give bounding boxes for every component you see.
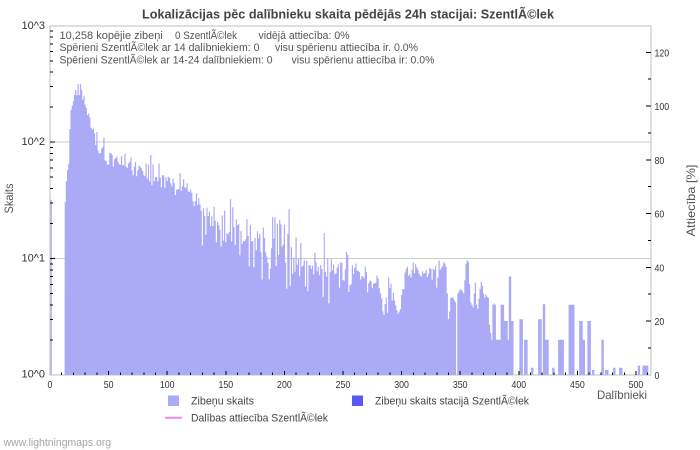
svg-text:100: 100	[655, 101, 670, 113]
svg-text:200: 200	[277, 379, 292, 391]
svg-text:40: 40	[655, 262, 665, 274]
svg-text:100: 100	[160, 379, 175, 391]
svg-text:10^1: 10^1	[21, 252, 45, 264]
svg-text:80: 80	[655, 155, 665, 167]
svg-text:10,258 kopējie zibeņi: 10,258 kopējie zibeņi	[60, 30, 163, 42]
svg-text:Attiecība [%]: Attiecība [%]	[684, 165, 698, 237]
svg-text:Lokalizācijas pēc dalībnieku s: Lokalizācijas pēc dalībnieku skaita pēdē…	[142, 7, 555, 22]
svg-text:vidējā attiecība: 0%: vidējā attiecība: 0%	[259, 30, 350, 42]
svg-text:450: 450	[570, 379, 585, 391]
svg-text:visu spērienu attiecība ir. 0.: visu spērienu attiecība ir. 0.0%	[275, 42, 418, 54]
svg-text:visu spērienu attiecība ir: 0.: visu spērienu attiecība ir: 0.0%	[292, 54, 435, 66]
svg-text:120: 120	[655, 47, 670, 59]
svg-text:60: 60	[655, 209, 665, 221]
svg-text:Dalības attiecība SzentlÃ©lek: Dalības attiecība SzentlÃ©lek	[191, 412, 328, 425]
svg-text:Skaits: Skaits	[2, 184, 16, 214]
svg-text:10^2: 10^2	[21, 136, 45, 148]
svg-text:0 SzentlÃ©lek: 0 SzentlÃ©lek	[175, 29, 237, 42]
svg-text:Dalībnieki: Dalībnieki	[597, 388, 647, 402]
svg-text:400: 400	[511, 379, 526, 391]
svg-text:0: 0	[48, 379, 53, 391]
svg-text:Zibeņu skaits stacijā SzentlÃ©: Zibeņu skaits stacijā SzentlÃ©lek	[375, 395, 529, 408]
svg-text:50: 50	[104, 379, 114, 391]
svg-text:Zibeņu skaits: Zibeņu skaits	[191, 396, 254, 408]
svg-text:10^3: 10^3	[21, 20, 45, 32]
svg-text:150: 150	[218, 379, 233, 391]
svg-text:20: 20	[655, 316, 665, 328]
svg-text:10^0: 10^0	[21, 369, 45, 381]
svg-text:Spērieni SzentlÃ©lek ar 14-24: Spērieni SzentlÃ©lek ar 14-24 dalībnieki…	[60, 53, 273, 66]
svg-text:500: 500	[629, 379, 644, 391]
svg-text:www.lightningmaps.org: www.lightningmaps.org	[3, 437, 112, 449]
svg-text:Spērieni SzentlÃ©lek ar 14 dal: Spērieni SzentlÃ©lek ar 14 dalībniekiem:…	[60, 41, 260, 54]
svg-text:300: 300	[394, 379, 409, 391]
svg-text:350: 350	[453, 379, 468, 391]
svg-text:0: 0	[655, 370, 660, 382]
svg-text:250: 250	[336, 379, 351, 391]
